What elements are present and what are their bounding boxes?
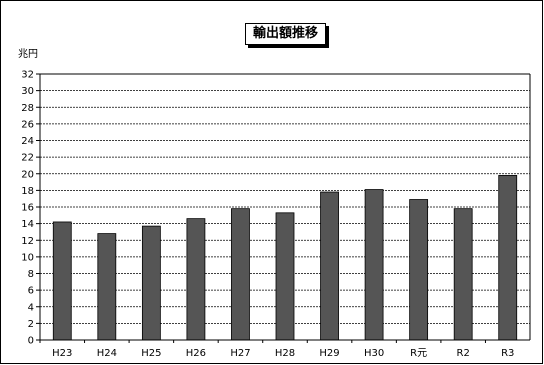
x-tick-label: H26 [186, 348, 206, 359]
y-tick-label: 8 [28, 269, 34, 280]
axes [36, 73, 531, 343]
y-tick-label: 18 [21, 186, 34, 197]
chart-title: 輸出額推移 [245, 23, 327, 45]
bar [141, 225, 161, 341]
x-tick-label: H27 [230, 348, 250, 359]
x-tick-labels: H23 H24 H25 H26 H27 H28 H29 H30 R元 R2 R3 [52, 348, 514, 359]
bar [409, 199, 429, 341]
y-tick-label: 2 [28, 319, 34, 330]
y-axis-unit-label: 兆円 [18, 49, 38, 60]
bar [498, 175, 518, 341]
y-tick-label: 28 [21, 103, 34, 114]
y-tick-label: 22 [21, 153, 34, 164]
y-tick-label: 12 [21, 236, 34, 247]
y-tick-label: 14 [21, 219, 34, 230]
y-tick-label: 6 [28, 286, 34, 297]
y-tick-label: 16 [21, 203, 34, 214]
y-tick-label: 0 [28, 336, 34, 347]
bar [231, 208, 250, 341]
y-tick-label: 10 [21, 252, 34, 263]
bar [275, 212, 295, 341]
x-tick-label: R元 [410, 348, 427, 359]
x-tick-label: H24 [97, 348, 117, 359]
y-tick-label: 24 [21, 136, 34, 147]
bar [453, 208, 473, 341]
bar [97, 233, 117, 341]
y-tick-label: 4 [28, 302, 34, 313]
x-tick-label: R3 [501, 348, 514, 359]
x-tick-label: H28 [275, 348, 295, 359]
y-tick-label: 20 [21, 169, 34, 180]
y-tick-label: 30 [21, 86, 34, 97]
x-tick-label: H30 [364, 348, 384, 359]
bars [52, 175, 518, 341]
y-tick-label: 32 [21, 70, 34, 81]
bar [320, 191, 339, 341]
x-tick-label: R2 [457, 348, 470, 359]
bar [364, 189, 384, 341]
x-tick-label: H23 [52, 348, 72, 359]
bar [186, 218, 206, 341]
x-tick-label: H25 [141, 348, 161, 359]
x-tick-label: H29 [319, 348, 339, 359]
y-tick-label: 26 [21, 119, 34, 130]
bar [52, 221, 72, 341]
